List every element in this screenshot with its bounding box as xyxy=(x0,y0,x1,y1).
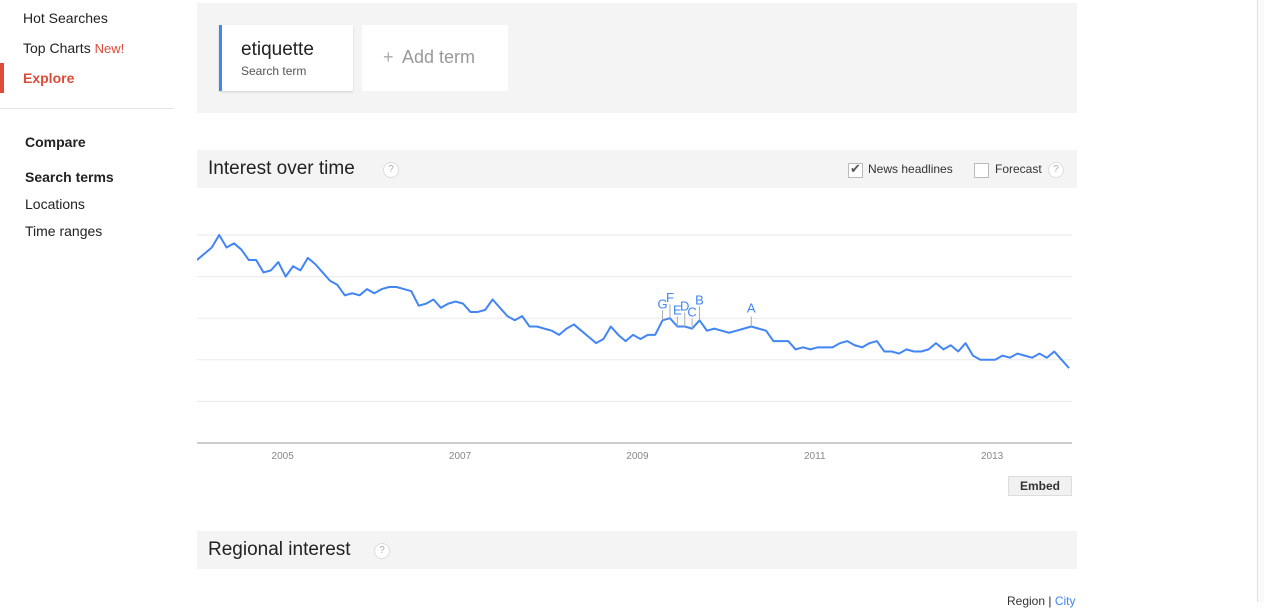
separator: | xyxy=(1048,594,1052,608)
sidebar-divider xyxy=(0,108,174,109)
search-term-card[interactable]: etiquette Search term xyxy=(219,25,353,91)
active-indicator xyxy=(0,63,4,93)
help-icon[interactable]: ? xyxy=(374,543,390,559)
add-term-label: Add term xyxy=(402,47,476,67)
embed-button[interactable]: Embed xyxy=(1008,476,1072,496)
annotation-marker[interactable]: D xyxy=(680,299,689,314)
series-line xyxy=(197,234,1070,369)
forecast-help-icon[interactable]: ? xyxy=(1048,162,1064,178)
new-badge: New! xyxy=(94,41,125,56)
compare-time-ranges[interactable]: Time ranges xyxy=(25,223,103,239)
regional-title: Regional interest xyxy=(208,539,351,560)
forecast-checkbox[interactable] xyxy=(974,163,989,178)
sidebar-item-label: Top Charts xyxy=(23,40,91,56)
compare-heading: Compare xyxy=(25,134,86,150)
city-link[interactable]: City xyxy=(1054,594,1076,608)
interest-title: Interest over time xyxy=(208,158,355,179)
scrollbar[interactable] xyxy=(1257,0,1264,602)
region-city-toggle: Region | City xyxy=(1007,594,1076,608)
plus-icon: + xyxy=(383,47,394,67)
compare-search-terms[interactable]: Search terms xyxy=(25,169,114,185)
annotation-marker[interactable]: B xyxy=(695,292,704,307)
x-tick-label: 2013 xyxy=(981,451,1004,462)
sidebar-item-top-charts[interactable]: Top Charts New! xyxy=(23,40,124,56)
news-headlines-label: News headlines xyxy=(868,162,953,176)
annotation-marker[interactable]: A xyxy=(747,301,756,316)
annotation-marker[interactable]: F xyxy=(666,290,674,305)
compare-locations[interactable]: Locations xyxy=(25,196,85,212)
x-tick-label: 2007 xyxy=(449,451,472,462)
add-term-button[interactable]: + Add term xyxy=(362,25,508,91)
sidebar-item-hot-searches[interactable]: Hot Searches xyxy=(23,10,108,26)
interest-header: Interest over time ? ✔ News headlines Fo… xyxy=(197,150,1077,188)
x-tick-label: 2005 xyxy=(272,451,295,462)
search-term-value: etiquette xyxy=(241,39,314,60)
checkmark-icon: ✔ xyxy=(850,161,861,176)
annotation-marker[interactable]: G xyxy=(658,296,668,311)
annotation-marker[interactable]: E xyxy=(673,303,682,318)
search-term-label: Search term xyxy=(241,64,307,78)
news-headlines-checkbox[interactable]: ✔ xyxy=(848,161,863,178)
annotation-marker[interactable]: C xyxy=(687,305,696,320)
x-tick-label: 2009 xyxy=(626,451,649,462)
region-link[interactable]: Region xyxy=(1007,594,1046,608)
x-tick-label: 2011 xyxy=(804,451,826,462)
regional-header: Regional interest ? xyxy=(197,531,1077,569)
help-icon[interactable]: ? xyxy=(383,162,399,178)
terms-panel: etiquette Search term + Add term xyxy=(197,3,1077,113)
sidebar-item-explore[interactable]: Explore xyxy=(23,70,75,86)
forecast-label: Forecast xyxy=(995,162,1042,176)
